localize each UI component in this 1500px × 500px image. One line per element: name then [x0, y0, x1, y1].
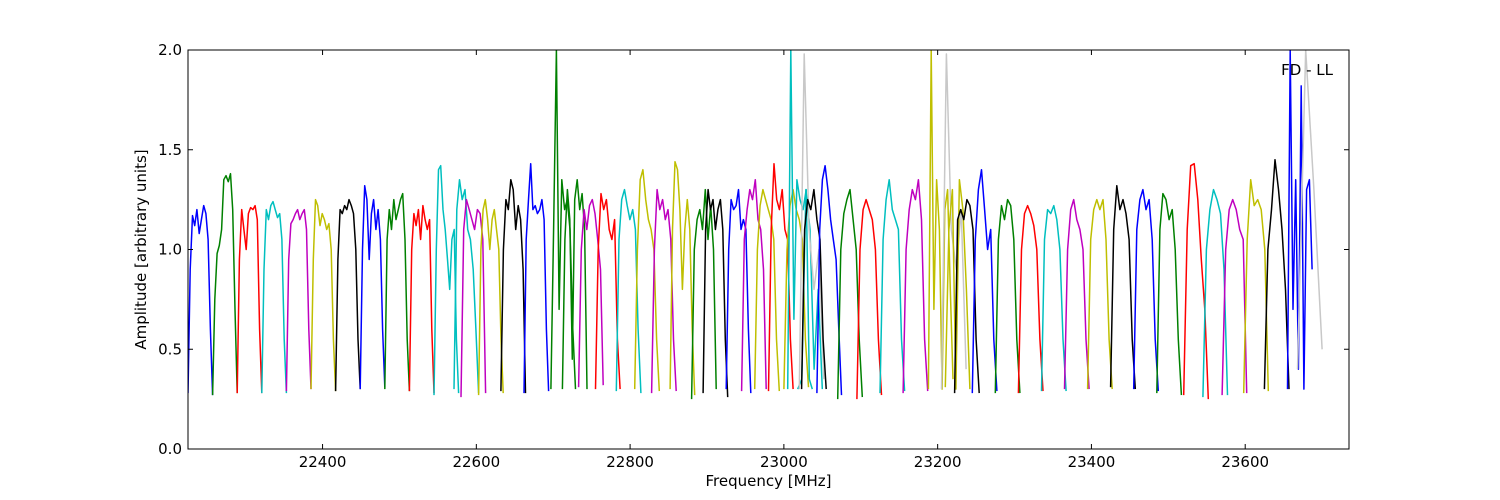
series-segment-31	[786, 50, 814, 390]
series-segment-53	[1182, 162, 1210, 400]
x-tick-label: 23400	[1068, 453, 1116, 471]
series-segment-45	[994, 198, 1021, 394]
series-segment-7	[359, 184, 386, 390]
x-tick-label: 22600	[452, 453, 500, 471]
series-segment-54	[1202, 188, 1229, 398]
y-tick-label: 2.0	[158, 41, 182, 59]
series-segment-48	[1063, 198, 1090, 390]
series-segment-38	[879, 178, 906, 394]
series-segment-59	[1296, 50, 1323, 370]
x-tick-label: 23200	[914, 453, 962, 471]
series-segment-55	[1221, 198, 1248, 396]
x-tick-label: 23000	[760, 453, 808, 471]
y-tick-label: 0.0	[158, 440, 182, 458]
x-tick-label: 22400	[299, 453, 347, 471]
series-segment-21	[633, 168, 661, 392]
y-tick-label: 1.5	[158, 141, 182, 159]
series-segment-5	[310, 198, 337, 392]
series-segment-50	[1109, 184, 1137, 390]
series-segment-46	[1017, 204, 1044, 394]
series-segment-42	[944, 178, 971, 390]
series-segment-25	[702, 188, 729, 398]
y-axis: 0.0 0.5 1.0 1.5 2.0	[158, 41, 1349, 458]
series-segment-3	[261, 200, 288, 394]
series-segment-8	[384, 192, 411, 392]
x-tick-label: 22800	[606, 453, 654, 471]
x-tick-label: 23600	[1221, 453, 1269, 471]
series-segment-0	[188, 204, 214, 396]
series-segment-51	[1132, 188, 1160, 392]
series-segment-18	[577, 198, 604, 388]
series-segment-15	[523, 162, 550, 394]
series-segment-13	[477, 198, 504, 396]
series-segment-52	[1156, 192, 1183, 396]
series-segment-37	[856, 198, 883, 400]
series-segment-6	[334, 198, 361, 392]
x-axis-label: Frequency [MHz]	[705, 472, 831, 490]
series-segment-35	[816, 164, 843, 396]
y-tick-label: 0.5	[158, 340, 182, 358]
series-segment-27	[740, 178, 767, 392]
series-segment-17	[561, 178, 588, 390]
y-tick-label: 1.0	[158, 241, 182, 259]
series-segment-14	[500, 178, 527, 394]
series-segment-23	[669, 160, 696, 396]
series-segment-56	[1242, 178, 1270, 394]
x-axis: 22400 22600 22800 23000 23200 23400 23600	[299, 50, 1269, 471]
series-segment-26	[725, 188, 752, 394]
series-segment-44	[971, 168, 998, 394]
series-segment-57	[1263, 158, 1290, 390]
series-segment-2	[236, 204, 263, 394]
series-segment-19	[594, 192, 621, 390]
series-segment-10	[433, 164, 460, 396]
series-segment-28	[753, 188, 781, 392]
chart-annotation: FD - LL	[1281, 61, 1333, 79]
series-segment-49	[1086, 198, 1113, 390]
series-segment-1	[211, 172, 238, 396]
series-segment-34	[800, 188, 827, 390]
series-segment-43	[953, 198, 980, 394]
series-segment-9	[408, 204, 435, 394]
series-segment-58	[1286, 50, 1313, 390]
series-segment-24	[690, 188, 717, 400]
y-axis-label: Amplitude [arbitrary units]	[132, 149, 150, 349]
series-segment-39	[902, 178, 929, 394]
series-segment-4	[285, 208, 312, 392]
plot-lines	[188, 50, 1323, 400]
series-segment-47	[1040, 204, 1067, 392]
series-segment-11	[453, 178, 480, 394]
